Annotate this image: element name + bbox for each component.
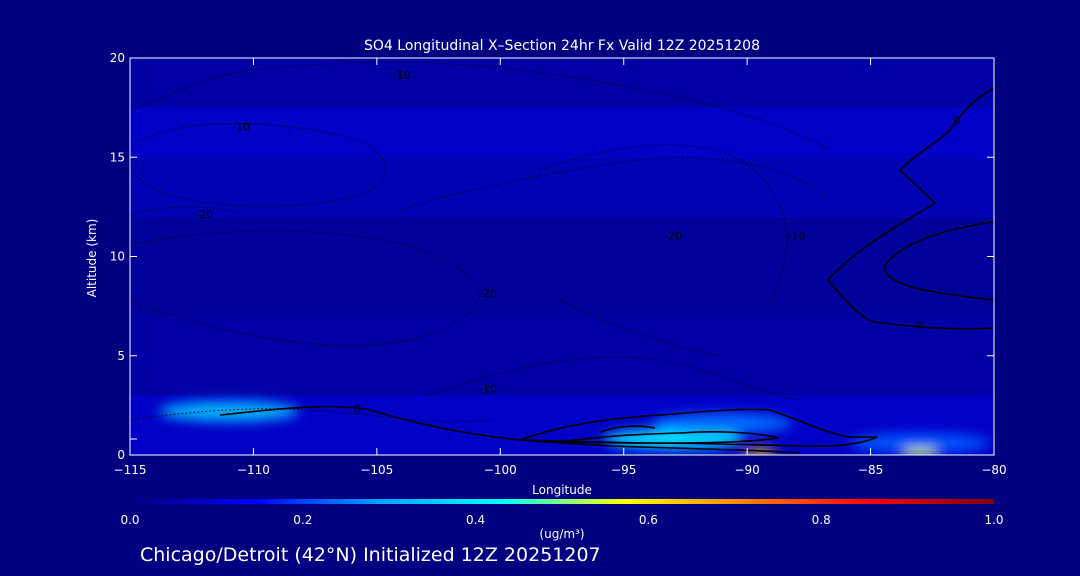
contour-line xyxy=(559,431,779,444)
colorbar-ticks: 0.0 0.2 0.4 0.6 0.8 1.0 xyxy=(120,513,1003,527)
dotted-contours xyxy=(130,61,831,423)
hotspot xyxy=(901,449,938,455)
contour-line xyxy=(219,405,801,454)
field-band xyxy=(130,107,994,158)
x-tick-label: −90 xyxy=(734,463,759,477)
x-tick-label: −110 xyxy=(237,463,270,477)
colorbar-tick-label: 0.4 xyxy=(466,513,485,527)
x-tick-label: −85 xyxy=(858,463,883,477)
contour-line xyxy=(130,230,481,347)
contour-line xyxy=(826,87,994,330)
contour-label: -20 xyxy=(195,208,213,221)
contour-line xyxy=(130,123,386,207)
concentration-bands xyxy=(130,58,994,455)
colorbar-tick-label: 0.6 xyxy=(639,513,658,527)
x-axis-label: Longitude xyxy=(532,483,592,497)
x-tick-label: −105 xyxy=(360,463,393,477)
field-band xyxy=(130,316,994,396)
contour-label: -20 xyxy=(664,230,682,243)
contour-label: -10 xyxy=(393,69,411,82)
y-tick-label: 15 xyxy=(110,150,125,164)
solid-contours xyxy=(219,87,994,454)
contour-label: -10 xyxy=(232,120,250,133)
colorbar-tick-label: 0.2 xyxy=(293,513,312,527)
contour-label: 0 xyxy=(916,319,923,332)
y-tick-label: 20 xyxy=(110,51,125,65)
colorbar-tick-label: 0.0 xyxy=(120,513,139,527)
contour-line xyxy=(130,61,831,151)
contour-line xyxy=(130,408,491,423)
hotspot xyxy=(652,413,793,434)
contour-line xyxy=(429,356,801,401)
y-tick-label: 0 xyxy=(117,448,125,462)
plot-area: -10 -10 -20 -20 -10 -20 -10 0 0 0 xyxy=(130,58,994,455)
y-axis-label: Altitude (km) xyxy=(85,219,99,298)
hotspot xyxy=(849,433,990,454)
contour-label: -20 xyxy=(479,287,497,300)
colorbar-tick-label: 0.8 xyxy=(812,513,831,527)
y-tick-label: 10 xyxy=(110,250,125,264)
contour-line xyxy=(539,144,788,301)
x-tick-label: −95 xyxy=(611,463,636,477)
field-band xyxy=(130,216,994,317)
field-band xyxy=(130,58,994,108)
contour-line xyxy=(130,206,241,216)
colorbar: 0.0 0.2 0.4 0.6 0.8 1.0 (ug/m³) xyxy=(120,499,1004,541)
contour-labels: -10 -10 -20 -20 -10 -20 -10 0 0 0 xyxy=(195,69,960,415)
chart-title: SO4 Longitudinal X–Section 24hr Fx Valid… xyxy=(364,38,760,54)
x-tick-label: −115 xyxy=(114,463,147,477)
contour-line xyxy=(884,221,994,301)
colorbar-unit-label: (ug/m³) xyxy=(539,527,584,541)
contour-line xyxy=(399,156,831,211)
y-axis: 0 5 10 15 20 xyxy=(110,51,994,462)
contour-label: -10 xyxy=(479,382,497,395)
x-tick-label: −100 xyxy=(484,463,517,477)
footer-caption: Chicago/Detroit (42°N) Initialized 12Z 2… xyxy=(140,544,601,566)
colorbar-tick-label: 1.0 xyxy=(984,513,1003,527)
y-tick-label: 5 xyxy=(117,349,125,363)
x-tick-label: −80 xyxy=(981,463,1006,477)
field-band xyxy=(130,157,994,217)
colorbar-ramp xyxy=(130,499,994,504)
contour-label: -10 xyxy=(788,230,806,243)
contour-line xyxy=(599,425,656,433)
contour-label: 0 xyxy=(953,115,960,128)
x-axis: −115 −110 −105 −100 −95 −90 −85 −80 xyxy=(114,58,1007,477)
hotspot xyxy=(158,401,299,422)
contour-label: 0 xyxy=(354,402,361,415)
